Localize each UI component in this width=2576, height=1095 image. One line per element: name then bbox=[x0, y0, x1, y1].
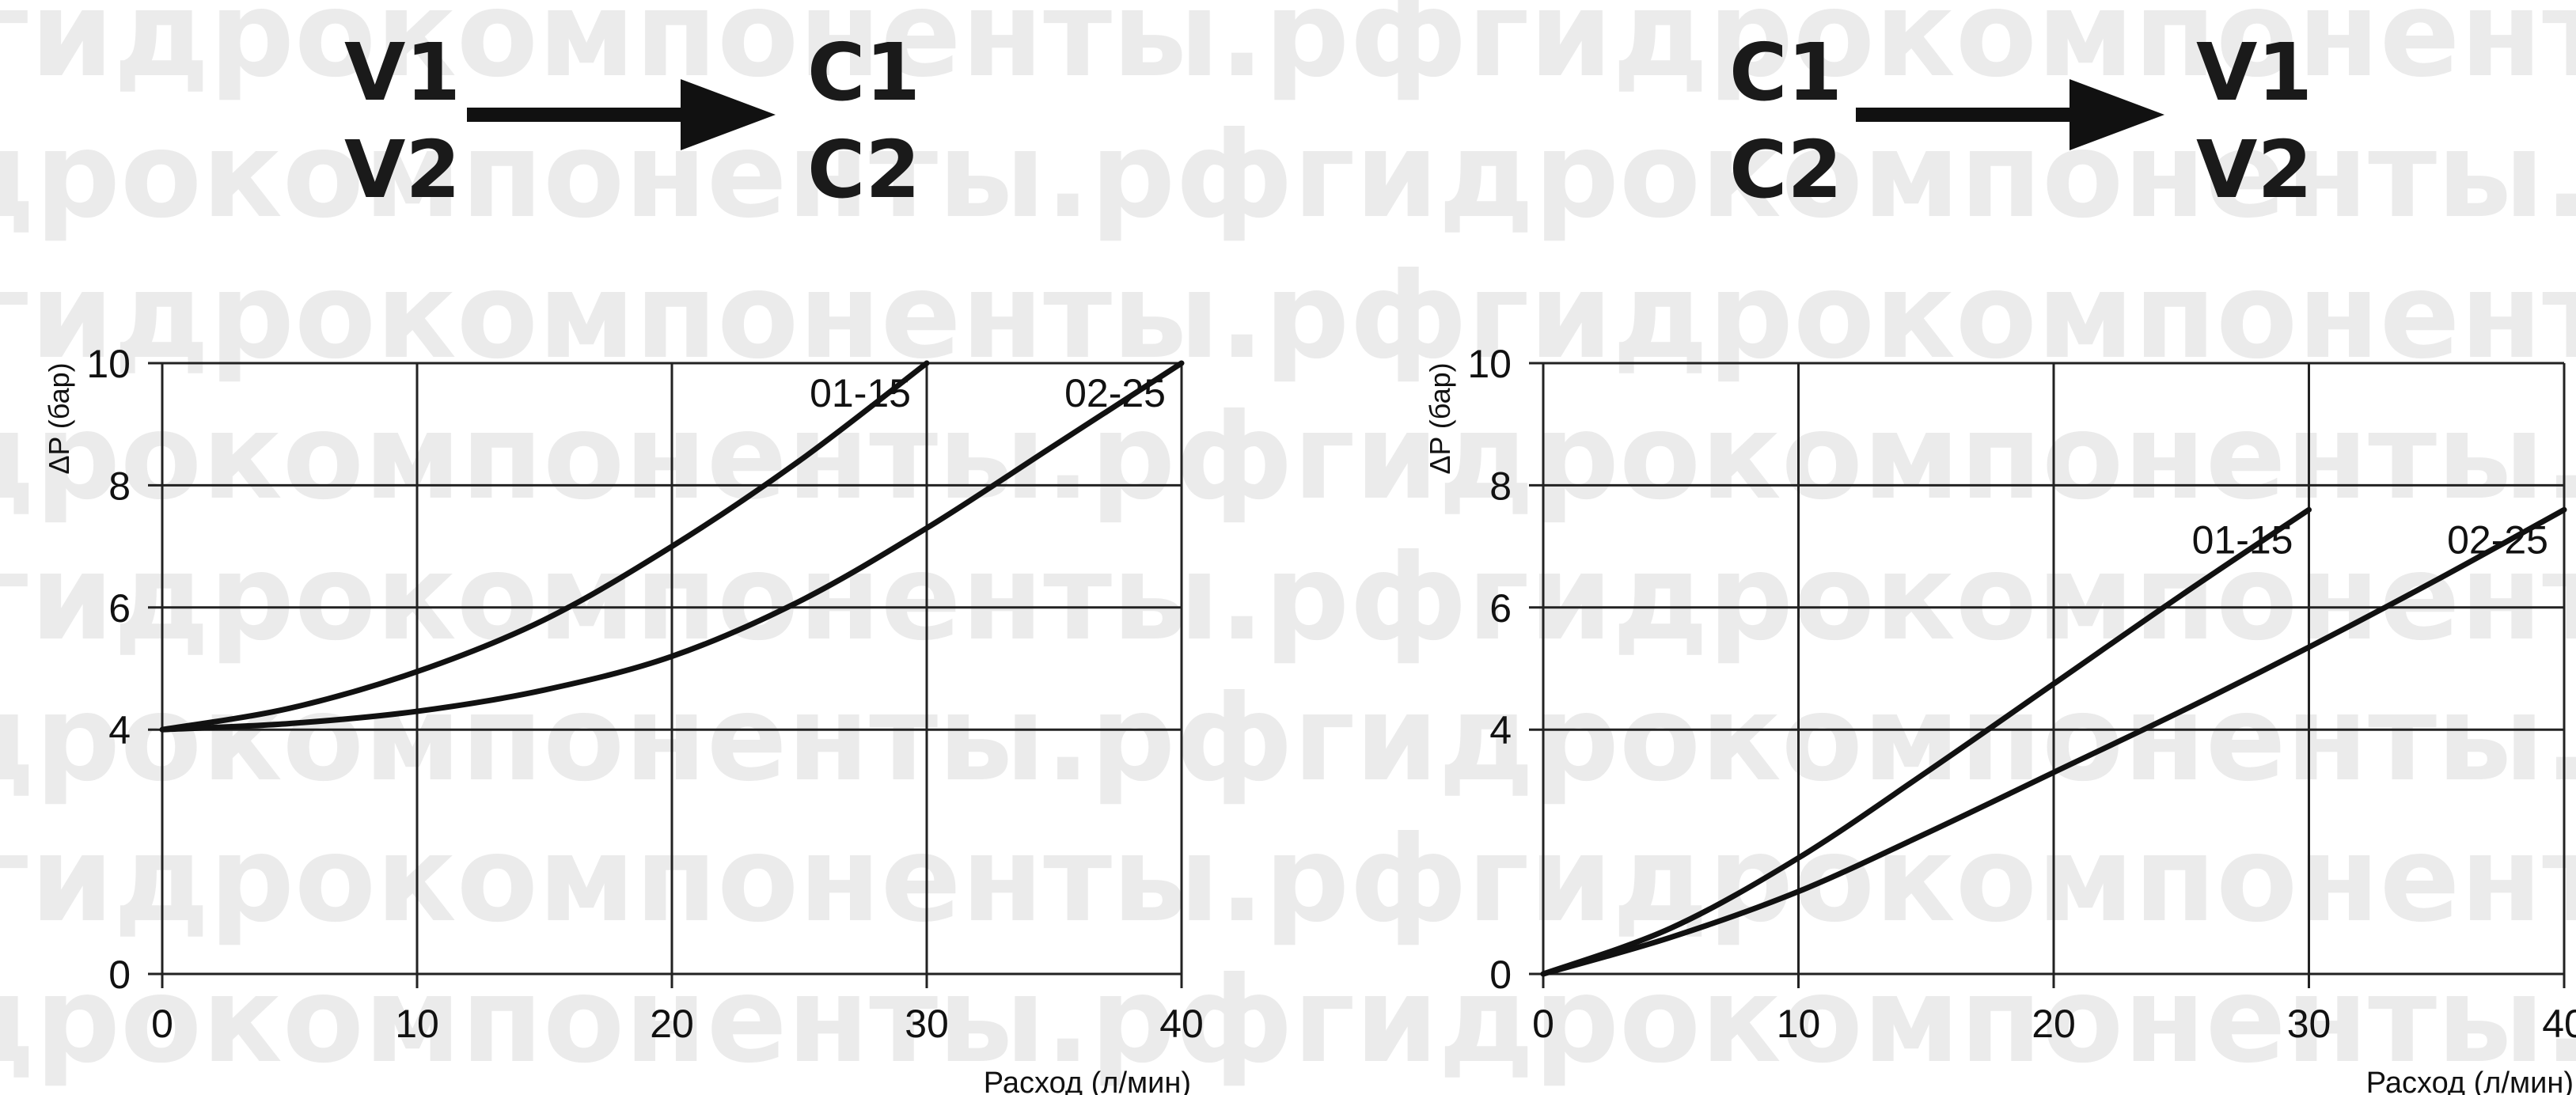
watermark-text: гидрокомпоненты.рфгидрокомпоненты.рфгидр… bbox=[0, 811, 2576, 949]
flow-right-from-1: C1 bbox=[1729, 26, 1842, 119]
x-tick-label: 40 bbox=[2542, 1002, 2576, 1046]
chart-2: 0 10 20 30 40 0 4 6 8 10 ΔP (бар) Расход (л/мин) 01-… bbox=[1424, 342, 2576, 1095]
y-tick-label: 0 bbox=[1489, 953, 1512, 997]
flow-right-to-1: V1 bbox=[2196, 26, 2312, 119]
y-tick-label: 10 bbox=[86, 342, 131, 386]
watermark-text: гидрокомпоненты.рфгидрокомпоненты.рфгидр… bbox=[0, 670, 2576, 808]
arrow-right-icon bbox=[467, 79, 776, 150]
watermark-text: гидрокомпоненты.рфгидрокомпоненты.рфгидр… bbox=[0, 0, 2576, 104]
y-tick-label: 0 bbox=[108, 953, 131, 997]
x-tick-label: 30 bbox=[2287, 1002, 2331, 1046]
watermark-text: гидрокомпоненты.рфгидрокомпоненты.рфгидр… bbox=[0, 107, 2576, 244]
series-line-01-15 bbox=[159, 360, 930, 733]
y-axis-label: ΔP (бар) bbox=[1424, 362, 1456, 474]
series-line-01-15 bbox=[1540, 506, 2312, 977]
series-label: 01-15 bbox=[810, 371, 911, 415]
flow-right-from-2: C2 bbox=[1729, 123, 1842, 216]
watermark-text: гидрокомпоненты.рфгидрокомпоненты.рфгидр… bbox=[0, 388, 2576, 526]
x-tick-label: 10 bbox=[1777, 1002, 1821, 1046]
arrow-right-icon bbox=[1856, 79, 2164, 150]
y-tick-label: 8 bbox=[108, 464, 131, 508]
series-line-02-25 bbox=[1540, 506, 2567, 977]
y-axis-label: ΔP (бар) bbox=[43, 362, 75, 474]
y-tick-label: 4 bbox=[108, 708, 131, 752]
x-axis-label: Расход (л/мин) bbox=[984, 1067, 1191, 1095]
flow-left-to-2: C2 bbox=[807, 123, 920, 216]
series-line-02-25 bbox=[159, 360, 1185, 733]
x-tick-label: 20 bbox=[2032, 1002, 2076, 1046]
x-tick-label: 10 bbox=[395, 1002, 439, 1046]
x-tick-label: 20 bbox=[650, 1002, 694, 1046]
x-tick-label: 0 bbox=[151, 1002, 173, 1046]
flow-left-to-1: C1 bbox=[807, 26, 920, 119]
series-label: 01-15 bbox=[2192, 517, 2293, 562]
y-tick-label: 6 bbox=[1489, 586, 1512, 631]
y-tick-label: 10 bbox=[1467, 342, 1512, 386]
y-tick-label: 4 bbox=[1489, 708, 1512, 752]
flow-left-from-1: V1 bbox=[344, 26, 461, 119]
y-tick-label: 8 bbox=[1489, 464, 1512, 508]
x-axis-label: Расход (л/мин) bbox=[2366, 1067, 2574, 1095]
flow-right-to-2: V2 bbox=[2196, 123, 2312, 216]
chart-1: 0 10 20 30 40 0 4 6 8 10 ΔP (бар) Расход (л/мин) 01-… bbox=[43, 342, 1204, 1095]
watermark-text: гидрокомпоненты.рфгидрокомпоненты.рфгидр… bbox=[0, 529, 2576, 667]
series-label: 02-25 bbox=[1064, 371, 1166, 415]
y-tick-label: 6 bbox=[108, 586, 131, 631]
series-label: 02-25 bbox=[2447, 517, 2548, 562]
x-tick-label: 30 bbox=[905, 1002, 949, 1046]
flow-left-from-2: V2 bbox=[344, 123, 461, 216]
x-tick-label: 40 bbox=[1159, 1002, 1204, 1046]
x-tick-label: 0 bbox=[1532, 1002, 1554, 1046]
